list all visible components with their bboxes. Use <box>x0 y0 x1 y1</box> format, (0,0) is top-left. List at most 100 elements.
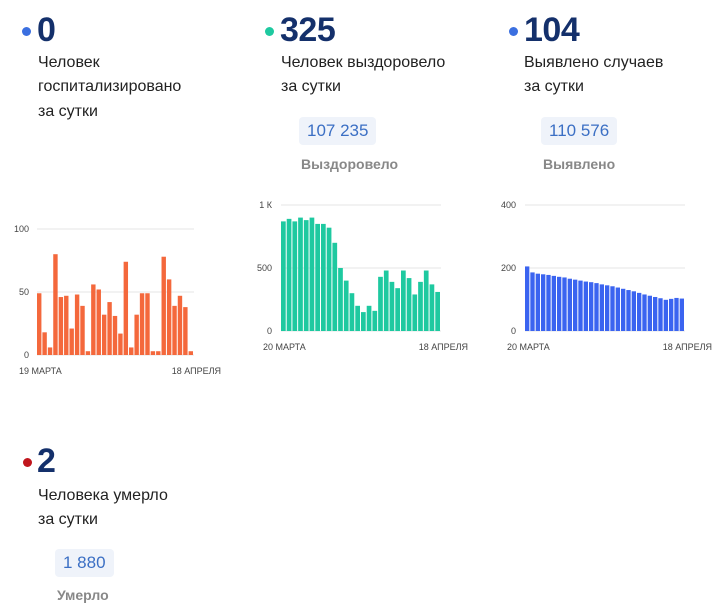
hospitalized-bar <box>166 279 172 355</box>
hospitalized-bar <box>123 261 129 355</box>
recovered-chart-group: 0 500 1 К 20 МАРТА 18 АПРЕЛЯ <box>257 200 468 352</box>
hospitalized-bar <box>101 314 107 355</box>
cases-bar <box>599 284 604 331</box>
recovered-bar <box>423 270 429 331</box>
cases-x-start-label: 20 МАРТА <box>507 342 550 352</box>
hospitalized-bar <box>80 305 85 355</box>
cases-bar <box>605 285 610 331</box>
deaths-total-label: Умерло <box>57 587 109 603</box>
recovered-bar <box>412 294 418 331</box>
recovered-y-tick-label: 0 <box>267 326 272 336</box>
recovered-bar <box>315 223 320 331</box>
deaths-desc-1: Человека умерло <box>38 487 168 504</box>
recovered-bar <box>332 242 338 331</box>
cases-bar <box>642 294 647 331</box>
cases-bar <box>674 297 679 331</box>
hospitalized-bar <box>112 315 118 355</box>
recovered-bar <box>326 227 332 331</box>
cases-bar <box>551 275 556 332</box>
hospitalized-y-tick-label: 50 <box>19 287 29 297</box>
cases-bar <box>610 286 615 331</box>
recovered-bar <box>378 276 383 331</box>
hospitalized-bar <box>53 254 58 355</box>
hospitalized-bar <box>145 293 150 355</box>
hospitalized-y-tick-label: 0 <box>24 350 29 360</box>
cases-total: 110 576 <box>541 117 618 145</box>
cases-total-label: Выявлено <box>543 156 616 172</box>
recovered-desc-1: Человек выздоровело <box>281 54 446 71</box>
cases-bar <box>621 288 626 331</box>
recovered-bar <box>292 221 298 331</box>
recovered-bar <box>435 291 440 331</box>
cases-desc-1: Выявлено случаев <box>524 54 664 71</box>
recovered-x-start-label: 20 МАРТА <box>263 342 306 352</box>
cases-bar <box>525 266 530 331</box>
cases-bar <box>631 291 636 331</box>
cases-bar <box>647 295 652 331</box>
recovered-bar <box>309 217 315 331</box>
hospitalized-bar <box>172 305 177 355</box>
deaths-desc-2: за сутки <box>38 511 98 528</box>
recovered-bar <box>383 270 389 331</box>
hospitalized-bar <box>69 328 74 355</box>
deaths-value: 2 <box>37 442 56 480</box>
hospitalized-desc-1: Человек <box>38 54 100 71</box>
cases-x-end-label: 18 АПРЕЛЯ <box>663 342 712 352</box>
recovered-bar <box>349 293 355 331</box>
cases-bar <box>573 279 578 331</box>
recovered-bar <box>338 268 343 331</box>
cases-bar <box>557 276 562 331</box>
hospitalized-dot <box>22 27 31 36</box>
recovered-bar <box>429 284 435 331</box>
cases-bar <box>530 272 535 331</box>
cases-bar <box>541 274 546 331</box>
cases-bar <box>562 277 567 331</box>
cases-value: 104 <box>524 11 580 49</box>
hospitalized-bar <box>47 347 53 355</box>
hospitalized-bar <box>150 351 156 355</box>
recovered-bar <box>321 223 326 331</box>
recovered-x-end-label: 18 АПРЕЛЯ <box>419 342 468 352</box>
hospitalized-desc-3: за сутки <box>38 103 98 120</box>
hospitalized-bar <box>134 314 139 355</box>
hospitalized-bar <box>107 302 112 355</box>
recovered-y-tick-label: 1 К <box>259 200 273 210</box>
recovered-dot <box>265 27 274 36</box>
recovered-bar <box>355 305 360 331</box>
cases-bar <box>594 283 599 331</box>
hospitalized-bar <box>64 295 69 355</box>
cases-y-tick-label: 400 <box>501 200 516 210</box>
recovered-bar <box>303 220 309 331</box>
recovered-bar <box>372 310 378 331</box>
recovered-bar <box>406 278 412 331</box>
cases-dot <box>509 27 518 36</box>
cases-y-tick-label: 0 <box>511 326 516 336</box>
hospitalized-value: 0 <box>37 11 56 49</box>
hospitalized-y-tick-label: 100 <box>14 224 29 234</box>
recovered-y-tick-label: 500 <box>257 263 272 273</box>
hospitalized-bar <box>96 289 101 355</box>
recovered-bar <box>286 218 292 331</box>
recovered-bar <box>298 217 303 331</box>
cases-bar <box>637 292 642 331</box>
cases-bar <box>567 278 572 331</box>
hospitalized-x-end-label: 18 АПРЕЛЯ <box>172 366 221 376</box>
hospitalized-desc-2: госпитализировано <box>38 78 182 95</box>
hospitalized-bar <box>42 332 47 355</box>
cases-bar <box>546 274 551 331</box>
cases-bar <box>583 281 588 331</box>
hospitalized-bar <box>156 351 161 355</box>
recovered-bar <box>389 281 395 331</box>
cases-bar <box>589 282 594 331</box>
cases-bar <box>626 290 631 331</box>
cases-bar <box>658 298 663 331</box>
hospitalized-bar <box>85 351 91 355</box>
hospitalized-bar <box>139 293 145 355</box>
hospitalized-bar <box>177 295 183 355</box>
cases-bar <box>615 287 620 331</box>
cases-bar <box>679 298 684 331</box>
hospitalized-x-start-label: 19 МАРТА <box>19 366 62 376</box>
deaths-total: 1 880 <box>55 549 114 577</box>
recovered-bar <box>418 281 423 331</box>
recovered-bar <box>343 280 349 331</box>
